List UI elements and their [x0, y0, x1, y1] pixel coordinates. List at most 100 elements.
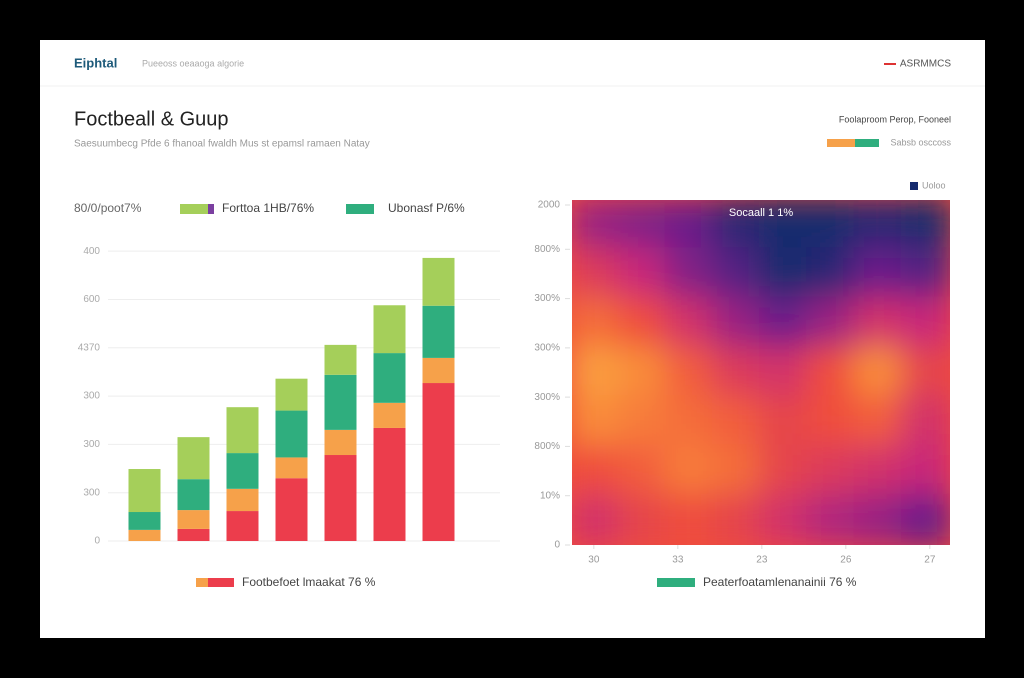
y-tick-label: 0 [94, 536, 100, 547]
y-tick-label: 400 [83, 246, 100, 257]
bar-segment [373, 427, 406, 541]
heatmap-title: Socaall 1 1% [729, 207, 793, 219]
bar-segment [177, 479, 210, 511]
heatmap-cell [617, 395, 669, 449]
legend-swatch [657, 578, 695, 587]
bar-segment [275, 478, 308, 541]
account[interactable]: ASRMMCS [900, 59, 951, 70]
heatmap-cell [759, 444, 811, 498]
legend-label: Peaterfoatamlenanainii 76 % [703, 575, 857, 589]
heatmap-cells [572, 200, 950, 545]
heatmap-cell [900, 247, 950, 301]
heatmap-cell [617, 200, 669, 252]
heatmap-cell [759, 345, 811, 400]
bar-segment [177, 528, 210, 541]
heatmap-cell [711, 247, 763, 301]
page-subtitle: Saesuumbecg Pfde 6 fhanoal fwaldh Mus st… [74, 139, 370, 150]
legend-swatch [827, 139, 855, 147]
bar-segment [324, 344, 357, 375]
bar-segment [226, 511, 259, 541]
heatmap-cell [759, 395, 811, 449]
heatmap-cell [572, 345, 622, 400]
heatmap-cell [664, 345, 716, 400]
heatmap-cell [853, 444, 905, 498]
x-tick-label: 33 [672, 555, 684, 566]
bar-segment [324, 429, 357, 456]
logo: Eiphtal [74, 55, 117, 70]
y-tick-label: 300% [534, 293, 560, 304]
heatmap-cell [853, 493, 905, 545]
y-tick-label: 600 [83, 294, 100, 305]
heatmap-cell [853, 296, 905, 350]
y-tick-label: 800% [534, 441, 560, 452]
legend-swatch [855, 139, 879, 147]
heatmap-cell [806, 200, 858, 252]
heatmap-cell [572, 493, 622, 545]
heatmap-cell [900, 395, 950, 449]
bar-segment [275, 378, 308, 411]
y-tick-label: 4370 [78, 342, 101, 353]
y-tick-label: 300% [534, 342, 560, 353]
y-tick-label: 2000 [538, 200, 561, 211]
bar-segment [128, 469, 161, 513]
heatmap-cell [806, 247, 858, 301]
heatmap-cell [759, 296, 811, 350]
y-tick-label: 300 [83, 439, 100, 450]
legend-swatch [208, 204, 214, 214]
heatmap-cell [759, 247, 811, 301]
bar-segment [128, 529, 161, 541]
axis-label: 80/0/poot7% [74, 201, 142, 215]
legend-swatch [180, 204, 208, 214]
heatmap-cell [711, 493, 763, 545]
heatmap-cell [900, 296, 950, 350]
bar-segment [275, 410, 308, 458]
legend-title: Foolaproom Perop, Fooneel [839, 114, 951, 124]
y-tick-label: 300% [534, 392, 560, 403]
heatmap-cell [572, 395, 622, 449]
y-tick-label: 10% [540, 490, 560, 501]
bar-segment [373, 353, 406, 403]
heatmap-cell [759, 493, 811, 545]
heatmap-cell [853, 345, 905, 400]
heatmap-cell [806, 296, 858, 350]
legend-swatch [910, 182, 918, 190]
bar-segment [177, 437, 210, 480]
y-tick-label: 300 [83, 391, 100, 402]
heatmap-cell [806, 444, 858, 498]
legend-swatch [346, 204, 374, 214]
heatmap-cell [664, 296, 716, 350]
legend-note: Sabsb osccoss [890, 137, 951, 147]
heatmap-cell [664, 395, 716, 449]
x-tick-label: 26 [840, 555, 852, 566]
heatmap-cell [617, 247, 669, 301]
x-tick-label: 27 [924, 555, 936, 566]
heatmap-cell [853, 247, 905, 301]
legend-swatch [208, 578, 234, 587]
heatmap-cell [664, 444, 716, 498]
heatmap-cell [664, 200, 716, 252]
bar-segment [422, 383, 455, 541]
heatmap-cell [806, 493, 858, 545]
heatmap-cell [806, 345, 858, 400]
bar-segment [226, 453, 259, 489]
heatmap-cell [711, 296, 763, 350]
heatmap-cell [853, 395, 905, 449]
heatmap-cell [572, 444, 622, 498]
bar-segment [422, 257, 455, 306]
legend-label: Uoloo [922, 180, 946, 190]
heatmap-cell [900, 493, 950, 545]
heatmap-cell [664, 247, 716, 301]
bar-segment [226, 407, 259, 454]
bar-segment [422, 357, 455, 384]
heatmap-cell [572, 200, 622, 252]
legend-label: Ubonasf P/6% [388, 201, 465, 215]
heatmap-cell [900, 444, 950, 498]
heatmap-cell [711, 395, 763, 449]
bar-segment [275, 457, 308, 479]
bar-segment [324, 455, 357, 541]
bar-segment [324, 374, 357, 430]
heatmap-cell [617, 296, 669, 350]
heatmap-cell [806, 395, 858, 449]
heatmap-cell [900, 200, 950, 252]
